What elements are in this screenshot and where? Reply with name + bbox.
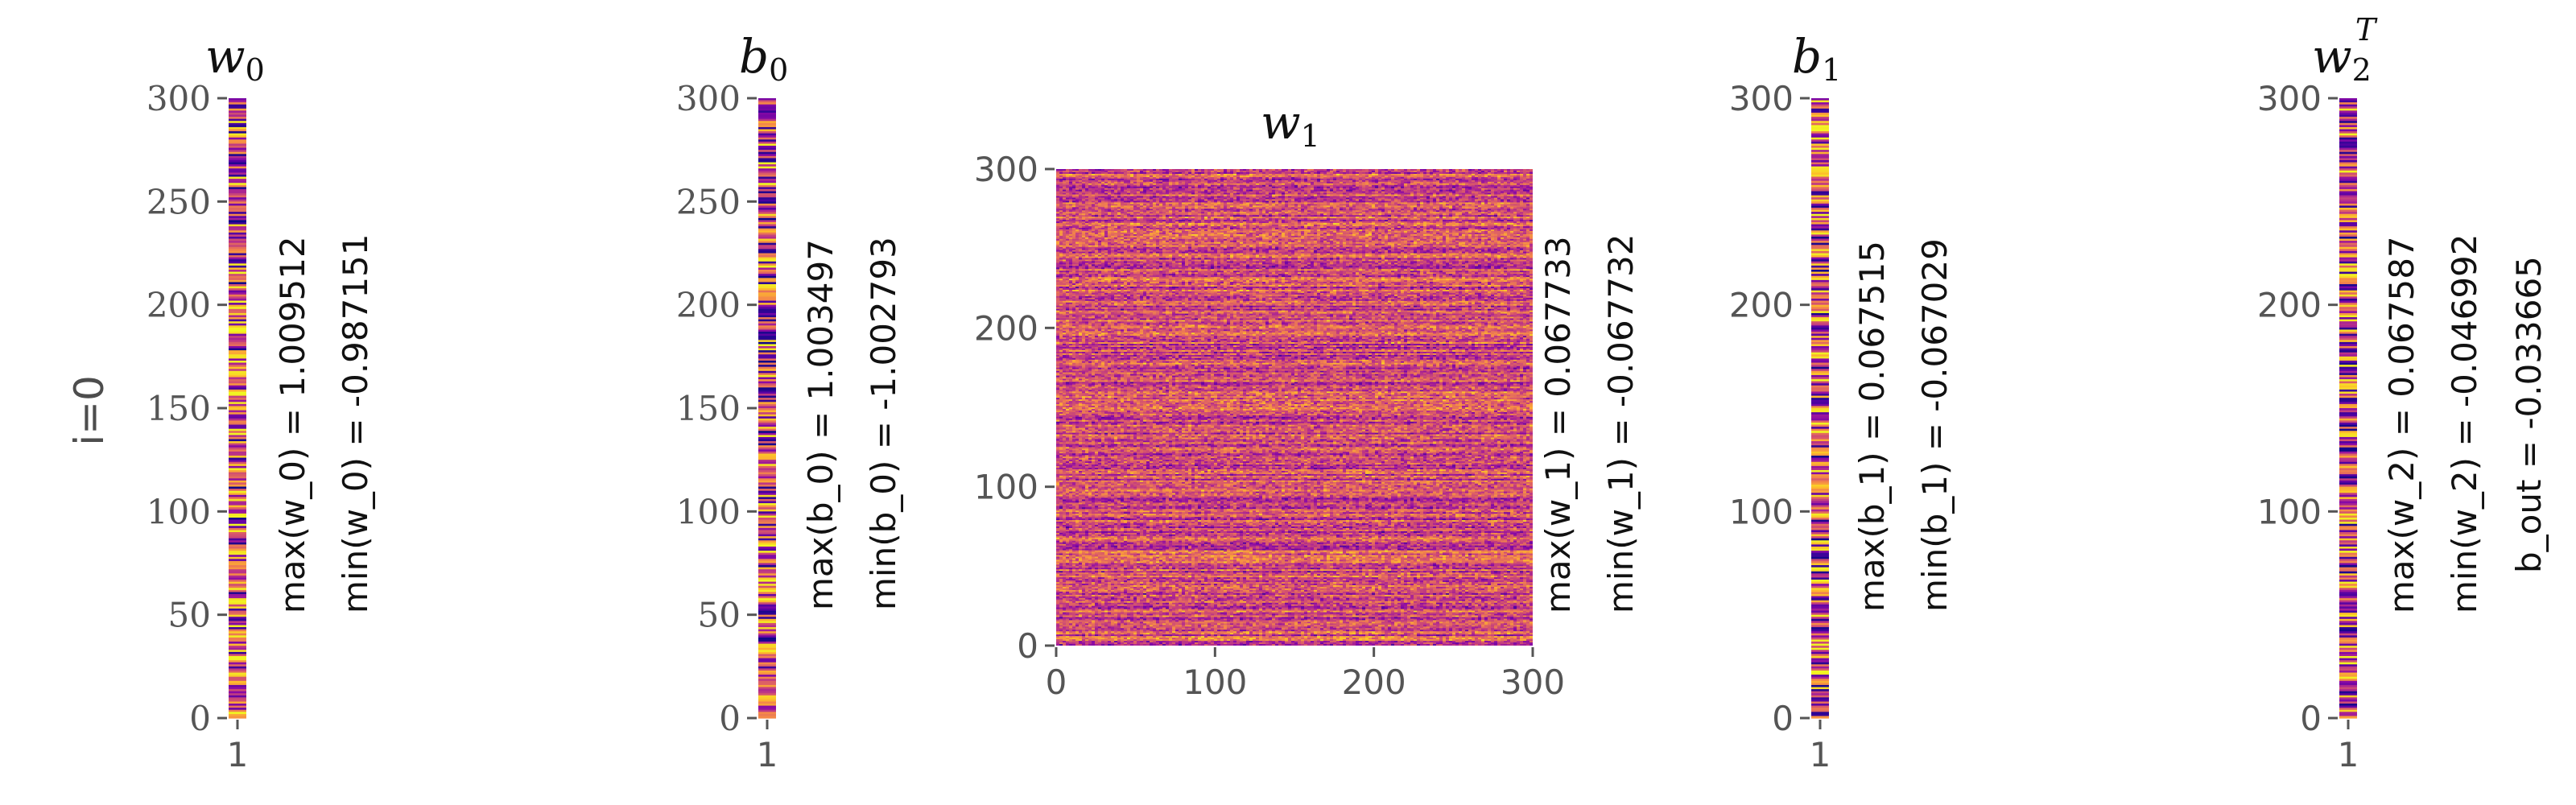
x-tick-label: 1 [757,735,778,774]
y-tick-label: 50 [168,596,211,635]
panel-w0-stat-min: min(w_0) = -0.987151 [336,234,375,614]
panel-w1-title-sub: 1 [1301,118,1320,154]
y-tick-label: 50 [698,596,741,635]
y-tick-label: 250 [147,182,211,221]
y-tick-label: 300 [676,79,741,118]
panel-w1-heatmap [1056,169,1534,646]
panel-w1-title-base: w [1261,95,1301,150]
panel-b0-title-sub: 0 [769,52,788,88]
y-tick-label: 150 [147,389,211,428]
panel-b0-title-base: b [739,29,769,84]
panel-b0-stat-min: min(b_0) = -1.002793 [864,237,903,610]
x-tick-label: 1 [227,735,249,774]
y-tick-label: 100 [147,492,211,531]
panel-w1-title: w1 [1261,95,1320,154]
y-tick-label: 0 [189,699,211,738]
panel-b0-y-axis: 0 50 100 150 200 250 300 [676,79,757,738]
y-tick-label: 200 [676,286,741,325]
panel-w0-title-sub: 0 [246,52,265,88]
panel-w0-heatmap [229,98,246,719]
panel-w0-y-axis: 0 50 100 150 200 250 300 [147,79,227,738]
y-tick-label: 250 [676,182,741,221]
heatmap-cell [229,716,246,718]
panel-b0-x-axis: 1 [757,720,778,774]
panel-b0-title: b0 [739,29,788,88]
heatmap-cell [758,716,776,718]
panel-b0-heatmap [758,98,776,719]
panel-w0-x-axis: 1 [227,720,249,774]
y-tick-label: 0 [719,699,741,738]
panel-w0-title: w0 [205,29,265,88]
y-tick-label: 100 [676,492,741,531]
row-label: i=0 [66,375,113,446]
y-tick-label: 200 [147,286,211,325]
panel-b0-stat-max: max(b_0) = 1.003497 [801,239,840,610]
y-tick-label: 300 [147,79,211,118]
panel-w0-stat-max: max(w_0) = 1.009512 [273,236,312,613]
panel-w0-title-base: w [205,29,246,84]
y-tick-label: 150 [676,389,741,428]
